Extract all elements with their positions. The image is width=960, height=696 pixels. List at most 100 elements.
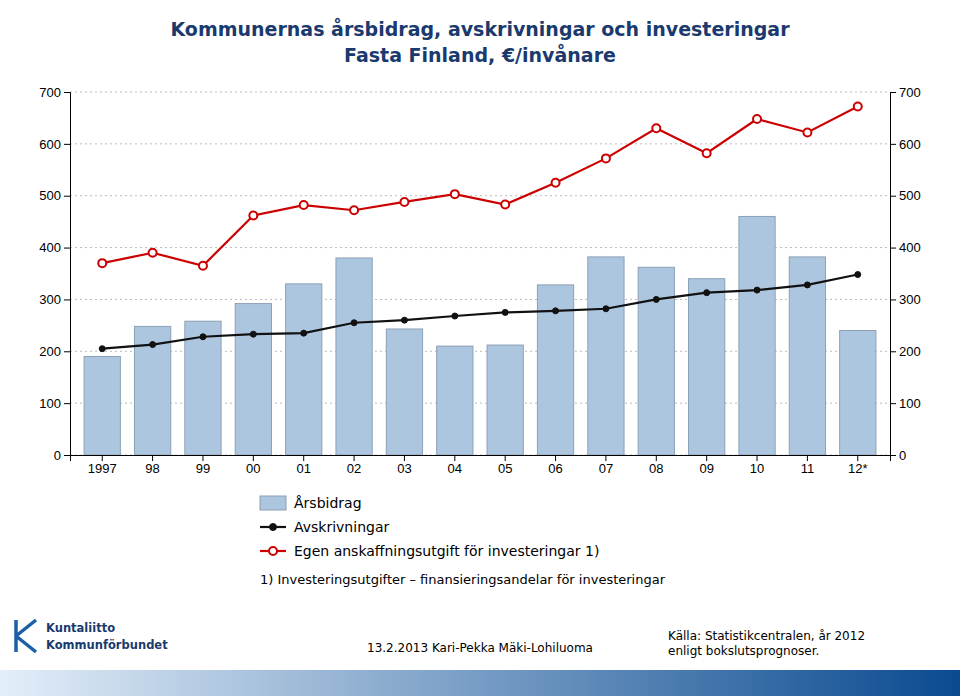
line (102, 107, 858, 266)
tick-mark (757, 455, 758, 461)
y2-axis: 0100200300400500600700 (890, 85, 921, 463)
point (553, 308, 559, 314)
legend-label: Egen anskaffningsutgift för investeringa… (294, 543, 599, 559)
legend-marker (269, 547, 277, 555)
tick-mark (555, 455, 556, 461)
marks (84, 103, 876, 455)
tick: 500 (39, 188, 70, 203)
tick-label: 99 (196, 461, 210, 476)
tick: 03 (397, 455, 411, 476)
point (452, 313, 458, 319)
tick-mark (890, 403, 896, 404)
tick-mark (102, 455, 103, 461)
point (502, 309, 508, 315)
tick-mark (404, 455, 405, 461)
point (200, 334, 206, 340)
tick-label: 200 (39, 344, 61, 359)
tick: 100 (39, 396, 70, 411)
grid-line (70, 143, 890, 144)
point (300, 201, 308, 209)
bar (185, 321, 221, 455)
tick-mark (857, 455, 858, 461)
bar (638, 267, 674, 455)
tick: 500 (890, 188, 921, 203)
point (652, 124, 660, 132)
bar (336, 258, 372, 455)
point (753, 115, 761, 123)
tick-mark (656, 455, 657, 461)
point (603, 306, 609, 312)
point (401, 317, 407, 323)
tick-label: 100 (39, 396, 61, 411)
point (400, 198, 408, 206)
tick-mark (64, 351, 70, 352)
point (99, 346, 105, 352)
bar (437, 346, 473, 455)
tick: 600 (39, 137, 70, 152)
tick: 0 (890, 448, 906, 463)
subtitle: Fasta Finland, €/invånare (344, 43, 616, 66)
tick: 06 (548, 455, 562, 476)
point (855, 272, 861, 278)
tick-label: 600 (39, 137, 61, 152)
tick-mark (807, 455, 808, 461)
tick-mark (706, 455, 707, 461)
point (501, 201, 509, 209)
bars (84, 216, 876, 455)
title: Kommunernas årsbidrag, avskrivningar och… (170, 17, 790, 40)
point (804, 282, 810, 288)
tick-label: 300 (39, 292, 61, 307)
tick-mark (505, 455, 506, 461)
tick-mark (890, 299, 896, 300)
bar (588, 257, 624, 455)
tick: 08 (649, 455, 663, 476)
point (803, 128, 811, 136)
point (351, 320, 357, 326)
tick-label: 02 (347, 461, 361, 476)
tick: 700 (890, 85, 921, 100)
tick: 0 (54, 448, 70, 463)
tick: 200 (39, 344, 70, 359)
legend-label: Årsbidrag (294, 495, 362, 511)
tick-mark (202, 455, 203, 461)
line-series (99, 272, 861, 352)
source-line: Källa: Statistikcentralen, år 2012 (668, 629, 865, 643)
tick-mark (890, 351, 896, 352)
y-axis: 0100200300400500600700 (39, 85, 70, 463)
legend-item: Årsbidrag (260, 495, 362, 511)
legend-marker (270, 524, 277, 531)
bar (386, 329, 422, 455)
tick-mark (64, 248, 70, 249)
tick-mark (253, 455, 254, 461)
grid-line (70, 195, 890, 196)
tick: 02 (347, 455, 361, 476)
tick-label: 00 (246, 461, 260, 476)
legend: Årsbidrag Avskrivningar Egen anskaffningsu… (260, 495, 599, 559)
point (552, 179, 560, 187)
point (199, 262, 207, 270)
tick-label: 06 (548, 461, 562, 476)
chart: Kommunernas årsbidrag, avskrivningar och… (0, 0, 960, 696)
point (350, 206, 358, 214)
tick-mark (890, 196, 896, 197)
tick-mark (64, 455, 70, 456)
bar (84, 356, 120, 455)
legend-item: Avskrivningar (260, 519, 389, 535)
tick-label: 09 (699, 461, 713, 476)
tick: 300 (890, 292, 921, 307)
tick: 09 (699, 455, 713, 476)
grid (70, 92, 890, 455)
tick-label: 100 (899, 396, 921, 411)
tick-label: 04 (448, 461, 462, 476)
tick: 400 (890, 240, 921, 255)
tick-label: 11 (801, 461, 815, 476)
tick-label: 08 (649, 461, 663, 476)
tick-mark (890, 92, 896, 93)
point (250, 331, 256, 337)
tick: 01 (296, 455, 310, 476)
tick-mark (64, 92, 70, 93)
tick-label: 300 (899, 292, 921, 307)
tick: 07 (599, 455, 613, 476)
source-text: Källa: Statistikcentralen, år 2012enligt… (668, 629, 865, 658)
grid-line (70, 92, 890, 93)
